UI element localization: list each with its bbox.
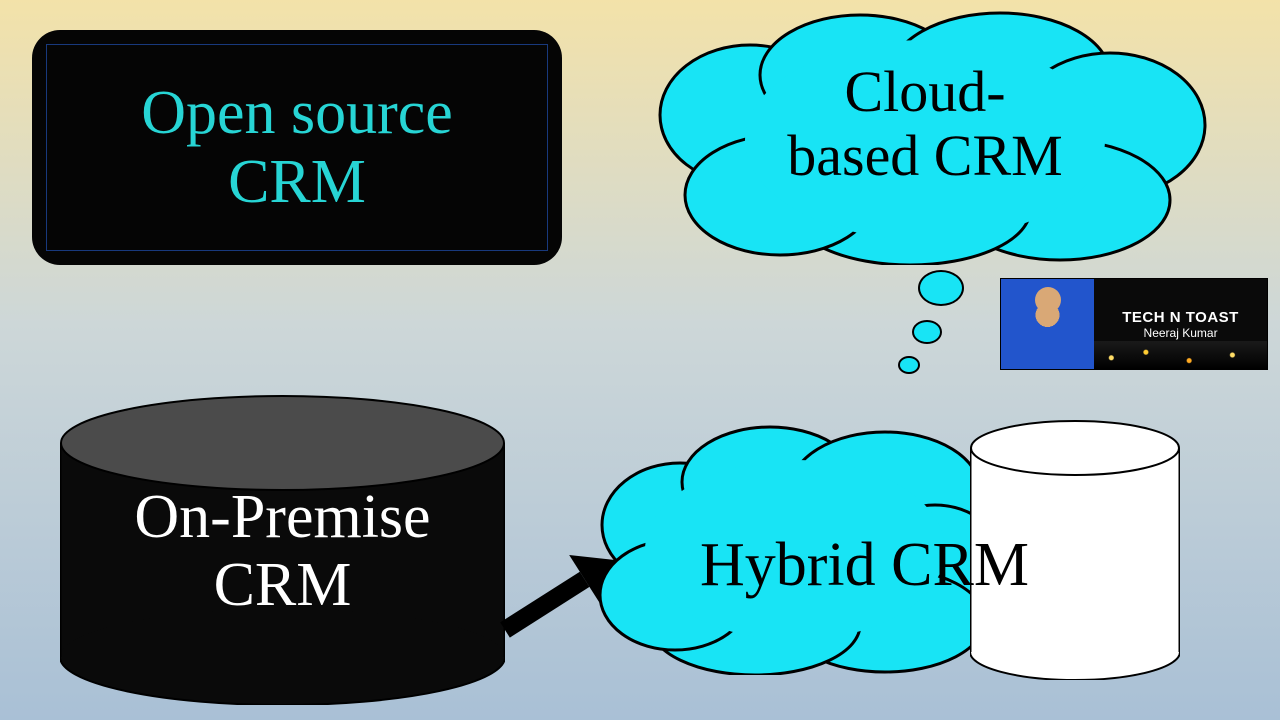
on-premise-cylinder: On-Premise CRM (60, 395, 505, 705)
badge-title: TECH N TOAST (1122, 309, 1239, 326)
badge-text: TECH N TOAST Neeraj Kumar (1094, 279, 1267, 369)
open-source-line2: CRM (228, 148, 366, 216)
thought-bubble-2 (912, 320, 942, 344)
open-source-label: Open source CRM (141, 79, 453, 215)
on-premise-label: On-Premise CRM (60, 483, 505, 619)
thought-bubble-3 (898, 356, 920, 374)
on-premise-line2: CRM (214, 551, 352, 619)
badge-subtitle: Neeraj Kumar (1144, 326, 1218, 340)
thought-bubble-1 (918, 270, 964, 306)
cloud-crm-shape: Cloud- based CRM (630, 5, 1220, 265)
on-premise-line1: On-Premise (134, 483, 430, 551)
channel-badge: TECH N TOAST Neeraj Kumar (1000, 278, 1268, 370)
cloud-crm-label: Cloud- based CRM (630, 60, 1220, 188)
cloud-crm-line2: based CRM (787, 123, 1063, 188)
open-source-line1: Open source (141, 79, 453, 147)
avatar (1001, 279, 1094, 369)
hybrid-label: Hybrid CRM (700, 530, 1029, 601)
cloud-crm-line1: Cloud- (844, 59, 1005, 124)
open-source-crm-box: Open source CRM (32, 30, 562, 265)
